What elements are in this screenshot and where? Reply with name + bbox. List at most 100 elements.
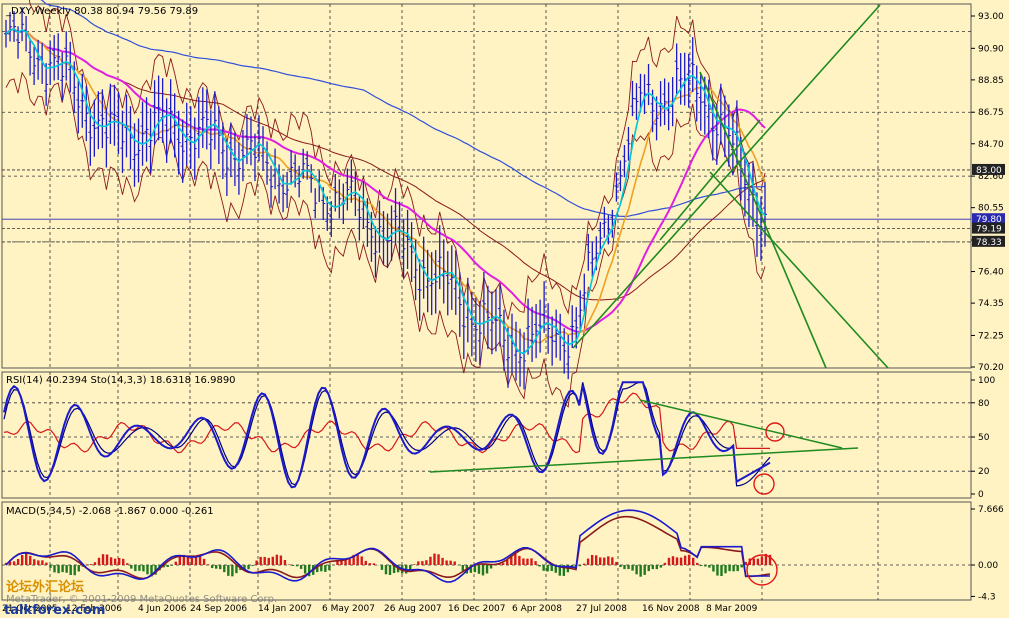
macd-histogram-bar: [174, 561, 177, 565]
macd-tick-label: 0.00: [978, 561, 998, 571]
macd-histogram-bar: [724, 565, 727, 574]
macd-histogram-bar: [623, 565, 626, 570]
price-drawings: [2, 0, 971, 408]
macd-histogram-bar: [65, 565, 68, 573]
date-tick-label: 24 Sep 2006: [190, 604, 247, 614]
macd-histogram-bar: [457, 565, 460, 566]
macd-histogram-bar: [671, 556, 675, 565]
macd-histogram-bar: [37, 560, 40, 565]
macd-panel-frame: [1, 501, 972, 601]
price-tick-label: 70.20: [978, 363, 1004, 373]
oscillator-axis: 100 80 50 20 0: [971, 376, 995, 500]
stochastic-highlight-circle: [753, 473, 775, 495]
macd-histogram-bar: [97, 557, 101, 565]
level-label-text: 78.33: [976, 238, 1002, 248]
macd-histogram-bar: [166, 565, 169, 567]
macd-histogram-bar: [202, 558, 206, 565]
macd-histogram-bar: [53, 565, 56, 573]
watermark-site: talkforex.com: [4, 603, 105, 618]
macd-histogram-bar: [554, 565, 557, 573]
macd-histogram-bar: [352, 554, 355, 565]
macd-histogram-bar: [752, 558, 756, 565]
macd-histogram-bar: [599, 557, 602, 565]
macd-histogram-bar: [736, 565, 739, 572]
macd-histogram-bar: [469, 565, 473, 573]
oscillator-tick-label: 20: [978, 467, 990, 477]
macd-histogram-bar: [287, 564, 291, 565]
macd-histogram-bar: [336, 560, 339, 565]
macd-histogram-bar: [667, 557, 671, 565]
macd-histogram-bar: [215, 565, 218, 569]
date-tick-label: 16 Dec 2007: [448, 604, 506, 614]
price-tick-label: 90.90: [978, 44, 1004, 54]
macd-histogram-bar: [206, 564, 210, 565]
macd-histogram-bar: [675, 557, 679, 565]
macd-histogram-bar: [619, 565, 622, 568]
level-label-box: [972, 235, 1005, 247]
rsi-line: [3, 392, 770, 454]
date-tick-label: 8 Mar 2009: [706, 604, 758, 614]
macd-histogram-bar: [461, 565, 464, 571]
oscillator-drawings: [3, 381, 859, 495]
macd-histogram-bar: [45, 562, 48, 565]
macd-histogram-bar: [445, 560, 448, 565]
macd-histogram-bar: [485, 565, 489, 574]
macd-histogram-bar: [299, 565, 303, 569]
macd-histogram-bar: [764, 553, 768, 565]
macd-histogram-bar: [421, 561, 424, 565]
macd-histogram-bar: [283, 559, 287, 565]
macd-histogram-bar: [586, 558, 590, 565]
macd-histogram-bar: [33, 559, 36, 565]
macd-histogram-bar: [20, 554, 24, 565]
macd-histogram-bar: [437, 554, 440, 565]
level-label-text: 83.00: [976, 166, 1002, 176]
macd-histogram-bar: [126, 563, 129, 565]
price-tick-label: 74.35: [978, 299, 1004, 309]
macd-main-line: [5, 509, 770, 583]
macd-histogram-bar: [85, 564, 89, 565]
macd-histogram-bar: [449, 560, 452, 565]
macd-histogram-bar: [12, 561, 16, 565]
macd-histogram-bar: [388, 565, 392, 575]
macd-histogram-bar: [279, 555, 283, 565]
macd-histogram-bar: [651, 565, 654, 570]
macd-histogram-bar: [198, 556, 202, 565]
macd-histogram-bar: [41, 560, 44, 565]
trendline-2: [659, 119, 761, 241]
macd-histogram-bar: [380, 565, 384, 570]
macd-histogram-bar: [429, 556, 432, 565]
bollinger-lower: [5, 71, 766, 408]
macd-histogram-bar: [8, 561, 12, 565]
rsi-highlight-circle: [765, 422, 785, 442]
watermark: 论坛外汇论坛 MetaTrader, © 2001-2009 MetaQuote…: [4, 579, 277, 618]
macd-histogram-bar: [700, 565, 703, 567]
macd-histogram-bar: [243, 565, 246, 570]
macd-histogram-bar: [368, 563, 372, 565]
price-tick-label: 88.85: [978, 76, 1004, 86]
macd-signal-line: [5, 515, 771, 580]
macd-histogram-bar: [518, 555, 521, 565]
macd-histogram-bar: [190, 557, 194, 565]
macd-histogram-bar: [29, 555, 32, 565]
macd-histogram-bar: [522, 558, 525, 565]
macd-histogram-bar: [134, 565, 137, 572]
macd-histogram-bar: [562, 565, 566, 576]
macd-histogram-bar: [611, 557, 614, 565]
macd-histogram-bar: [356, 553, 359, 565]
macd-histogram-bar: [210, 565, 214, 569]
macd-histogram-bar: [130, 565, 133, 569]
macd-histogram-bar: [105, 554, 109, 565]
trendline-0: [572, 4, 881, 349]
macd-histogram-bar: [582, 563, 586, 565]
macd-histogram-bar: [392, 565, 396, 574]
watermark-logo: 论坛外汇论坛: [6, 579, 84, 595]
macd-histogram-bar: [324, 565, 327, 572]
macd-histogram-bar: [663, 562, 667, 565]
level-label-text: 79.80: [976, 215, 1002, 225]
macd-histogram-bar: [542, 565, 545, 571]
macd-histogram-bar: [255, 560, 258, 565]
macd-histogram-bar: [550, 565, 553, 572]
macd-histogram-bar: [712, 565, 715, 572]
